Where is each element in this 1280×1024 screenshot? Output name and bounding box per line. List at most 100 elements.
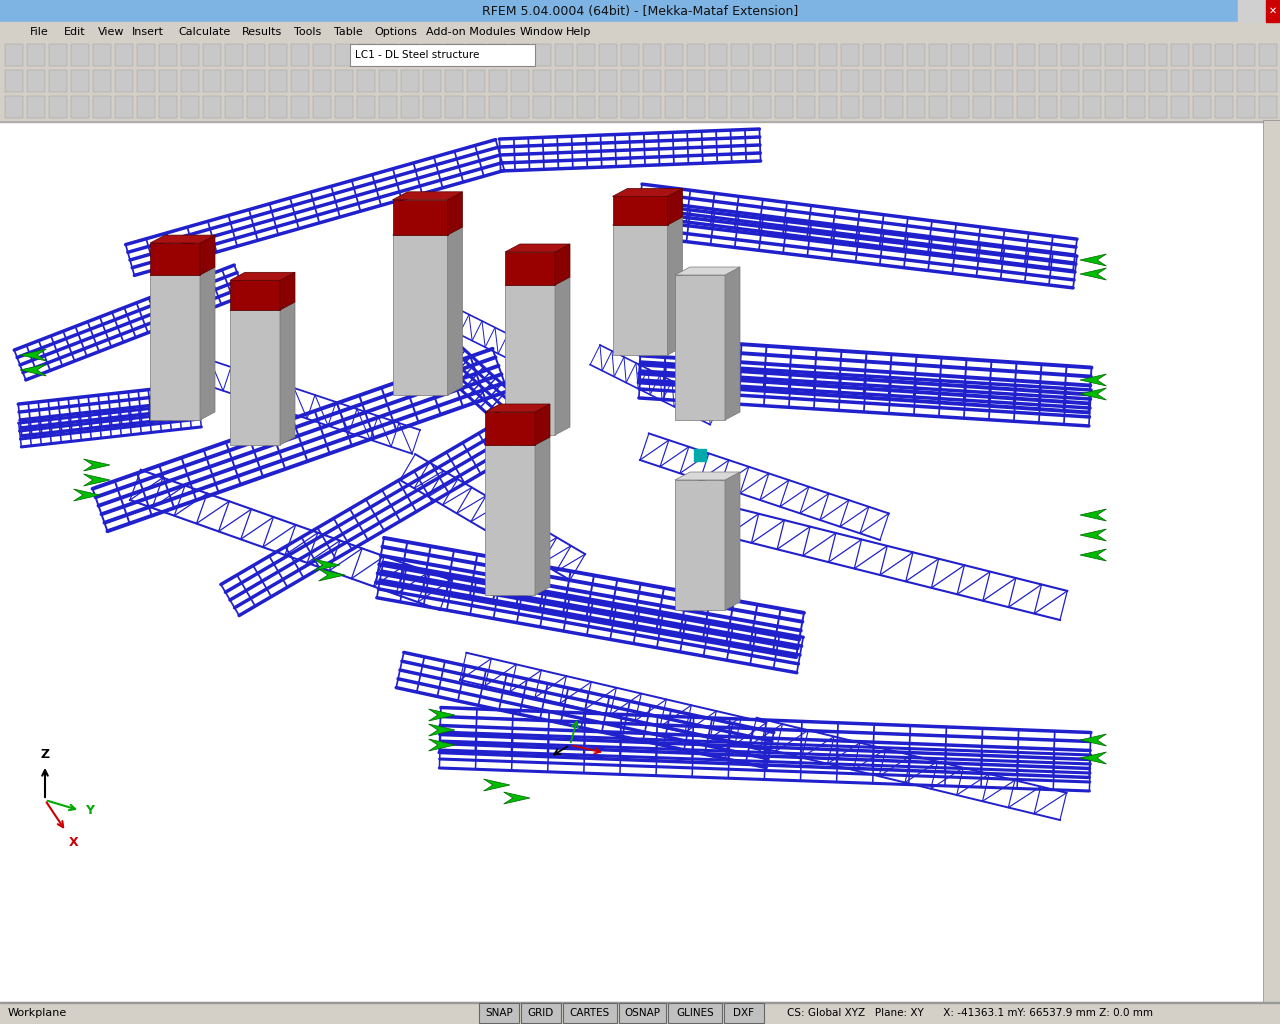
Bar bbox=[1193, 70, 1211, 92]
Bar bbox=[908, 96, 925, 118]
Polygon shape bbox=[393, 200, 448, 234]
Bar bbox=[577, 44, 595, 66]
Polygon shape bbox=[150, 267, 215, 275]
Bar bbox=[5, 70, 23, 92]
Bar bbox=[180, 70, 198, 92]
Bar bbox=[115, 44, 133, 66]
Text: View: View bbox=[99, 27, 124, 37]
Polygon shape bbox=[429, 724, 454, 736]
Polygon shape bbox=[485, 437, 550, 445]
Bar bbox=[532, 96, 550, 118]
Bar bbox=[731, 96, 749, 118]
Polygon shape bbox=[83, 459, 110, 471]
FancyBboxPatch shape bbox=[521, 1002, 561, 1023]
Text: Z: Z bbox=[41, 748, 50, 761]
Bar bbox=[1018, 70, 1036, 92]
Bar bbox=[49, 44, 67, 66]
Bar bbox=[1083, 44, 1101, 66]
Text: Table: Table bbox=[334, 27, 362, 37]
Bar bbox=[1215, 70, 1233, 92]
Bar bbox=[1018, 44, 1036, 66]
Bar bbox=[314, 70, 332, 92]
Polygon shape bbox=[280, 302, 294, 445]
Polygon shape bbox=[675, 480, 724, 610]
Bar bbox=[225, 44, 243, 66]
Bar bbox=[1236, 44, 1254, 66]
FancyBboxPatch shape bbox=[479, 1002, 518, 1023]
Bar bbox=[643, 70, 660, 92]
Polygon shape bbox=[230, 302, 294, 310]
Bar bbox=[0, 120, 1280, 1002]
Polygon shape bbox=[485, 445, 535, 595]
Polygon shape bbox=[73, 489, 100, 501]
Bar bbox=[5, 96, 23, 118]
Bar bbox=[1126, 44, 1146, 66]
Polygon shape bbox=[675, 275, 724, 420]
Polygon shape bbox=[1080, 374, 1106, 386]
Bar bbox=[1260, 96, 1277, 118]
Bar bbox=[577, 96, 595, 118]
Polygon shape bbox=[393, 227, 462, 234]
Bar bbox=[269, 70, 287, 92]
Polygon shape bbox=[506, 285, 556, 435]
Bar bbox=[666, 44, 684, 66]
Bar bbox=[511, 96, 529, 118]
Polygon shape bbox=[314, 559, 340, 571]
Bar bbox=[819, 44, 837, 66]
Bar bbox=[1126, 96, 1146, 118]
Bar bbox=[27, 44, 45, 66]
Bar bbox=[666, 70, 684, 92]
Bar bbox=[666, 96, 684, 118]
Polygon shape bbox=[485, 412, 535, 445]
Text: Y: Y bbox=[84, 804, 93, 817]
Bar bbox=[467, 44, 485, 66]
Bar bbox=[422, 44, 442, 66]
Bar bbox=[774, 44, 794, 66]
Polygon shape bbox=[506, 244, 570, 252]
Bar bbox=[93, 44, 111, 66]
Bar bbox=[884, 96, 902, 118]
Text: Edit: Edit bbox=[64, 27, 86, 37]
Polygon shape bbox=[503, 792, 530, 804]
Bar bbox=[379, 70, 397, 92]
Bar bbox=[599, 44, 617, 66]
Bar bbox=[1171, 70, 1189, 92]
Bar bbox=[1061, 96, 1079, 118]
Bar bbox=[556, 96, 573, 118]
Bar bbox=[1105, 70, 1123, 92]
Polygon shape bbox=[724, 267, 740, 420]
Bar bbox=[0, 0, 1280, 22]
Bar bbox=[1193, 96, 1211, 118]
Bar bbox=[1018, 96, 1036, 118]
Bar bbox=[511, 44, 529, 66]
Bar bbox=[401, 70, 419, 92]
Bar bbox=[973, 44, 991, 66]
Bar bbox=[0, 22, 1280, 42]
Bar bbox=[137, 70, 155, 92]
Bar bbox=[49, 96, 67, 118]
Bar bbox=[1039, 70, 1057, 92]
Bar bbox=[908, 44, 925, 66]
Polygon shape bbox=[1080, 509, 1106, 521]
Polygon shape bbox=[1080, 752, 1106, 764]
Bar bbox=[49, 70, 67, 92]
Polygon shape bbox=[200, 267, 215, 420]
Bar bbox=[1126, 70, 1146, 92]
Bar bbox=[159, 96, 177, 118]
Bar bbox=[884, 44, 902, 66]
Bar bbox=[0, 94, 1280, 120]
Polygon shape bbox=[675, 267, 740, 275]
Bar bbox=[1260, 44, 1277, 66]
Bar bbox=[291, 44, 308, 66]
Text: Window: Window bbox=[520, 27, 564, 37]
Bar bbox=[247, 70, 265, 92]
Polygon shape bbox=[613, 217, 682, 225]
Bar bbox=[115, 96, 133, 118]
Bar bbox=[1061, 70, 1079, 92]
Bar bbox=[314, 44, 332, 66]
Bar bbox=[269, 44, 287, 66]
Polygon shape bbox=[613, 225, 667, 355]
Text: OSNAP: OSNAP bbox=[625, 1008, 660, 1018]
Bar bbox=[204, 44, 221, 66]
Polygon shape bbox=[1080, 268, 1106, 280]
